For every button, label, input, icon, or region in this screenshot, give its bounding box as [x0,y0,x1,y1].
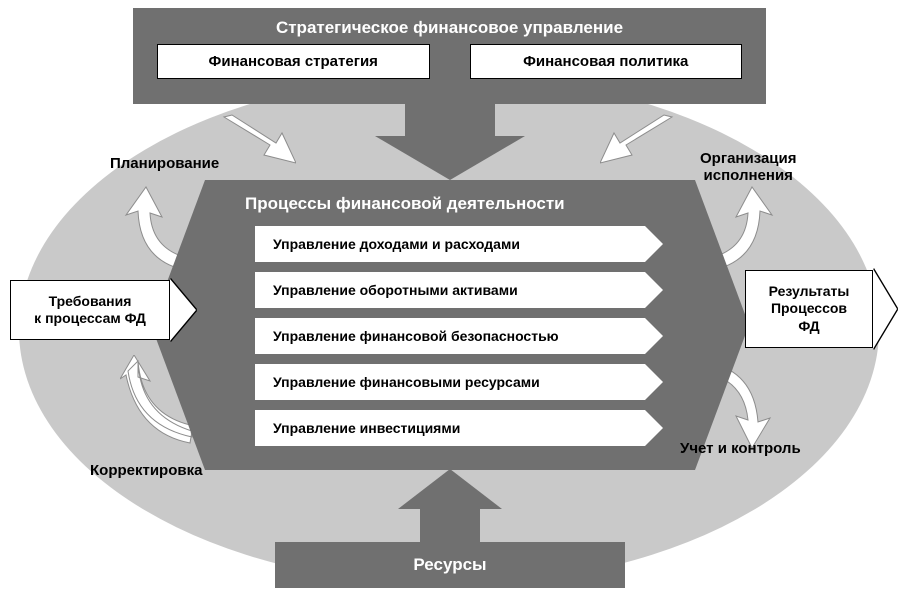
strategy-box: Финансовая стратегия [157,44,430,79]
process-item: Управление доходами и расходами [255,226,645,262]
top-inner-arrow-left [218,113,296,175]
label-accounting: Учет и контроль [680,440,801,457]
center-process-block: Процессы финансовой деятельности Управле… [205,180,695,470]
process-item: Управление оборотными активами [255,272,645,308]
process-item: Управление инвестициями [255,410,645,446]
input-arrow-point [170,279,196,341]
big-down-arrow-stem [405,100,495,138]
big-up-arrow-stem [420,507,480,543]
label-organization: Организация исполнения [700,150,797,184]
center-hex-right-point [695,180,749,470]
label-planning: Планирование [110,155,219,172]
process-item: Управление финансовой безопасностью [255,318,645,354]
output-arrow-point [873,269,897,349]
big-down-arrow-head [375,136,525,180]
diagram-stage: Стратегическое финансовое управление Фин… [0,0,899,598]
policy-box: Финансовая политика [470,44,743,79]
process-item: Управление финансовыми ресурсами [255,364,645,400]
center-items-list: Управление доходами и расходами Управлен… [255,226,645,446]
label-correction: Корректировка [90,462,202,479]
output-results-text: Результаты Процессов ФД [769,283,850,336]
resources-label: Ресурсы [413,555,486,575]
output-results-arrow: Результаты Процессов ФД [745,270,873,348]
big-up-arrow-head [398,469,502,509]
input-requirements-text: Требования к процессам ФД [34,293,146,328]
top-inner-arrow-right [600,113,678,175]
resources-block: Ресурсы [275,542,625,588]
top-block-title: Стратегическое финансовое управление [133,8,766,44]
center-block-title: Процессы финансовой деятельности [245,194,565,214]
top-strategic-block: Стратегическое финансовое управление Фин… [133,8,766,104]
input-requirements-arrow: Требования к процессам ФД [10,280,170,340]
